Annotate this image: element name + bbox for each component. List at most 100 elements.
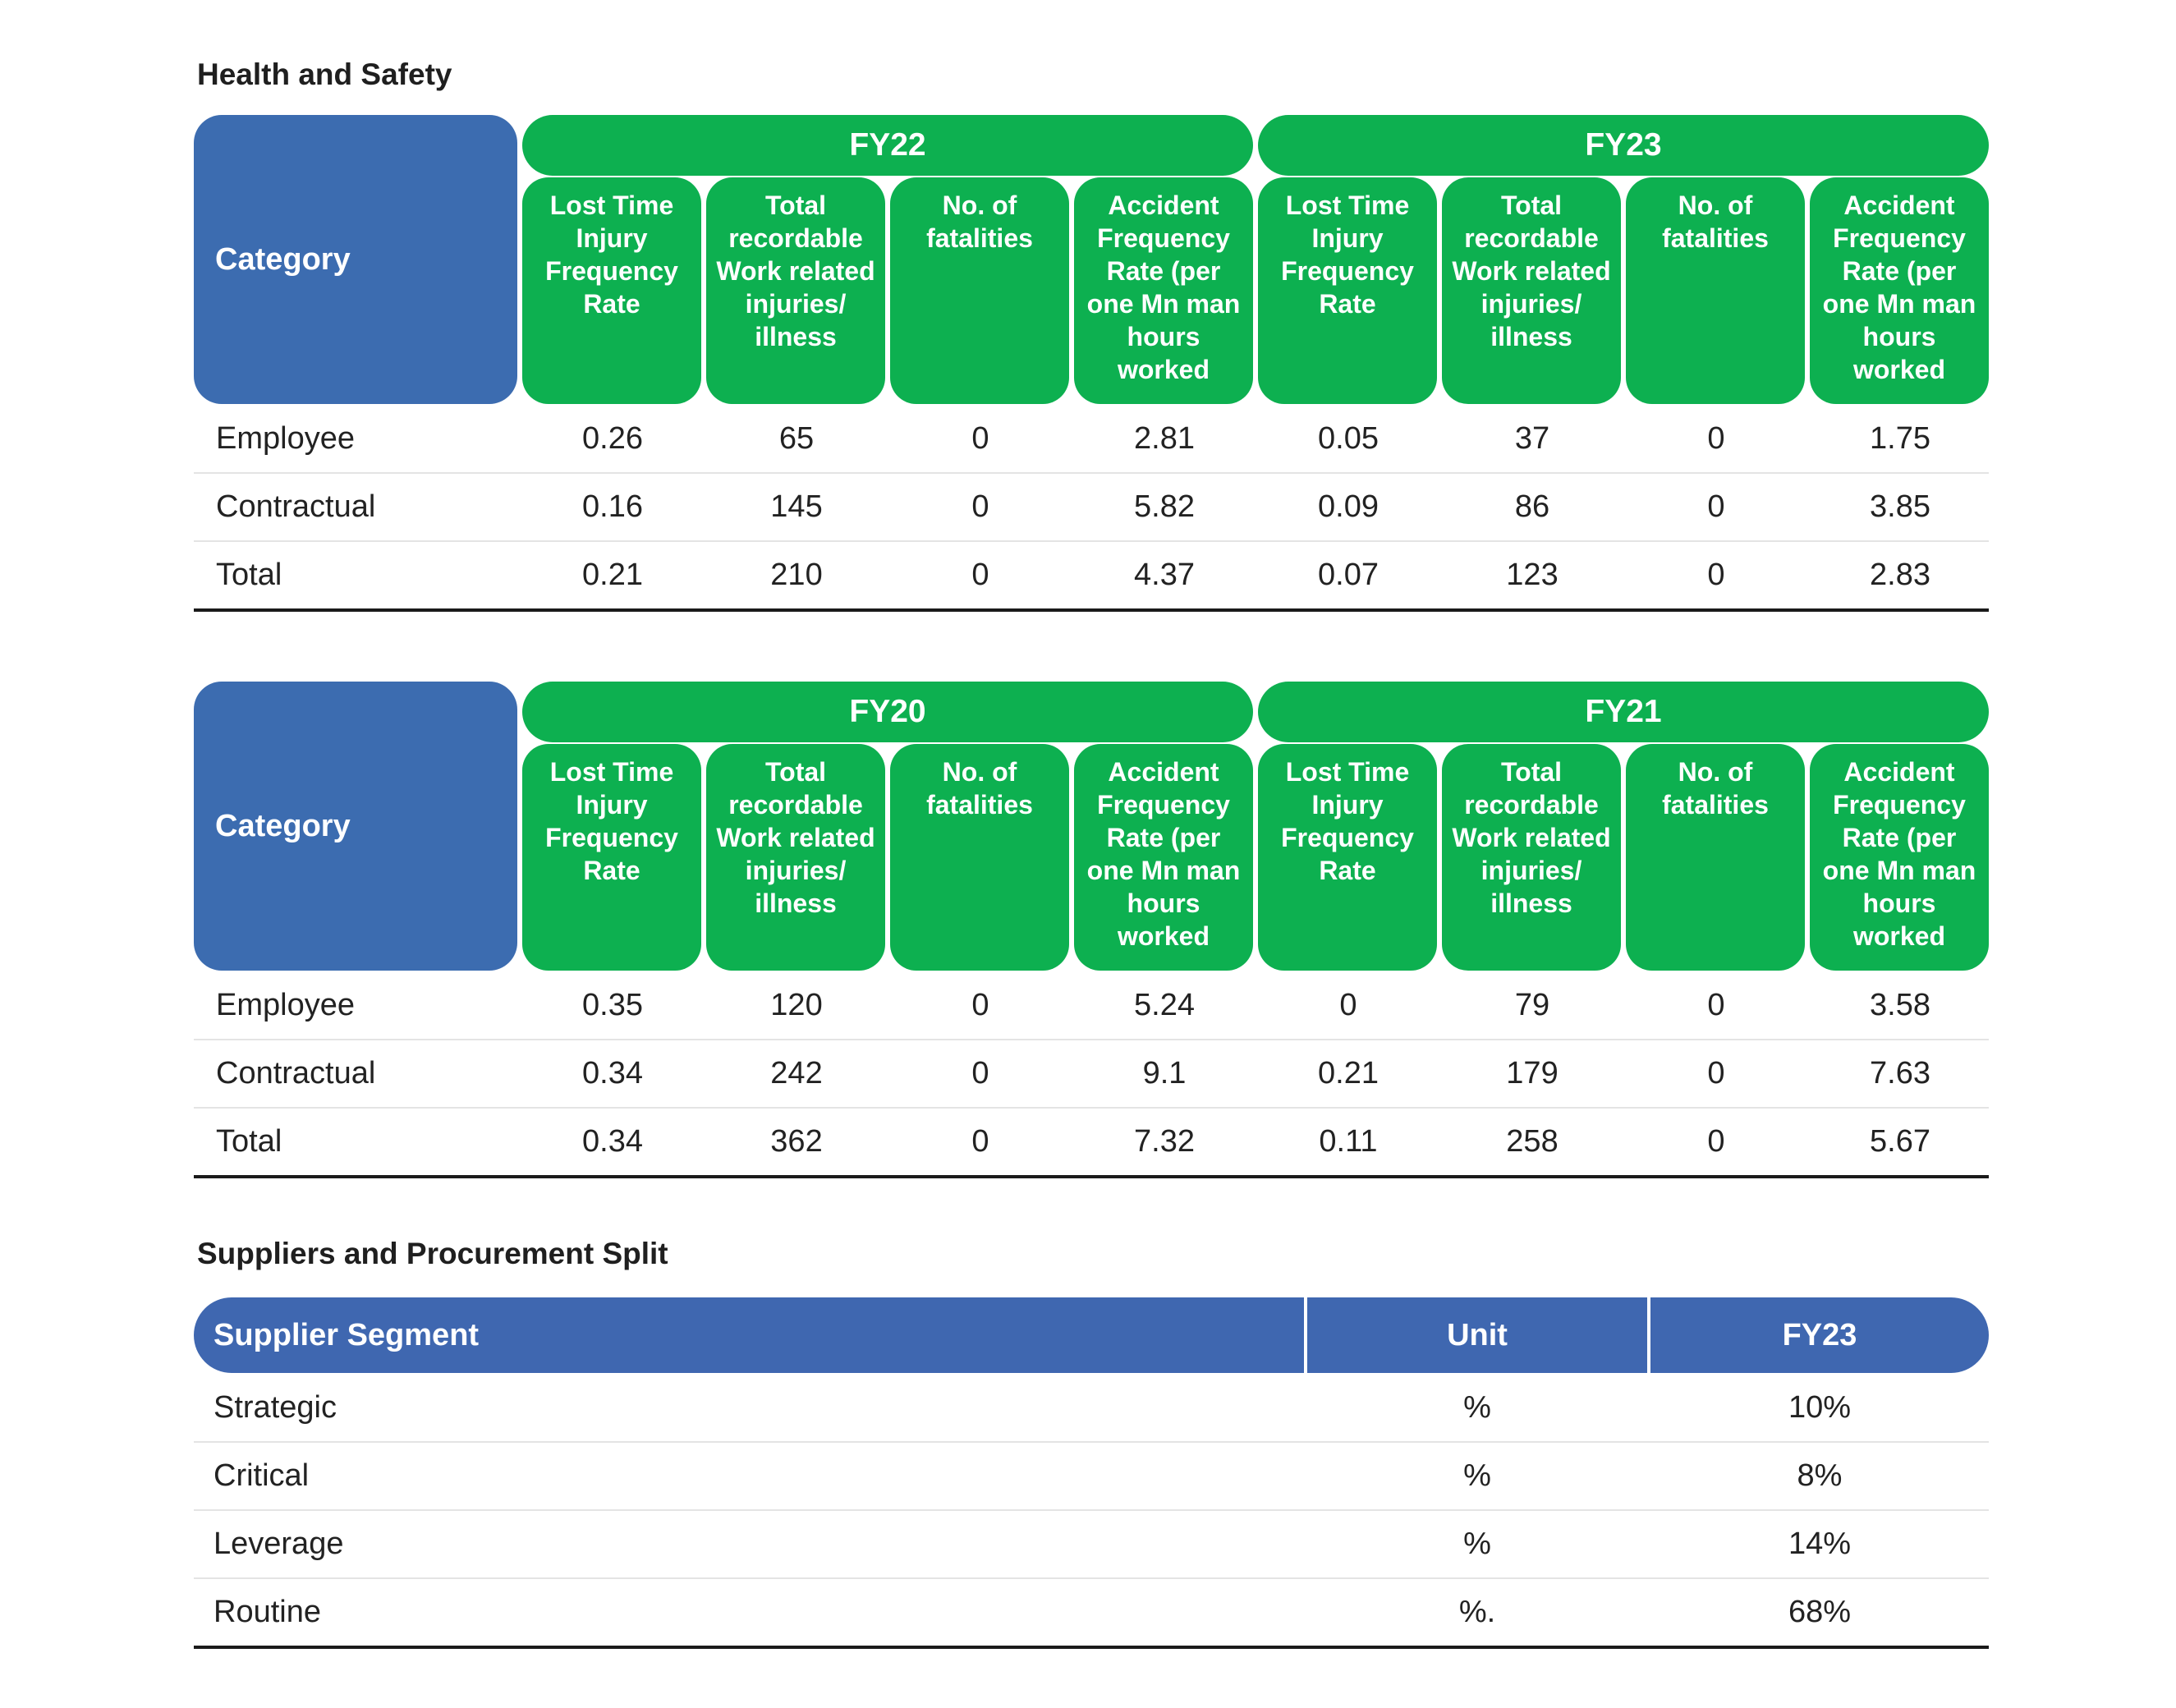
table-row: Contractual 0.34 242 0 9.1 0.21 179 0 7.… xyxy=(194,1040,1989,1109)
table-cell: 0 xyxy=(1339,988,1357,1022)
table-cell: 0 xyxy=(971,1124,989,1159)
hs-table-fy20-fy21: Category FY20 FY21 Lost Time Injury Freq… xyxy=(194,682,1989,1178)
table-cell: 145 xyxy=(770,489,823,524)
table-cell: 86 xyxy=(1514,489,1550,524)
table-cell: 0 xyxy=(971,489,989,524)
year-header-fy21: FY21 xyxy=(1258,682,1989,742)
col-header-fatalities: No. of fatalities xyxy=(1626,744,1805,971)
row-label: Total xyxy=(216,1124,282,1159)
table-cell: 0 xyxy=(971,988,989,1022)
table-cell: 0 xyxy=(1707,1056,1725,1090)
table-cell: 5.82 xyxy=(1134,489,1195,524)
row-label: Employee xyxy=(216,421,355,456)
header-divider xyxy=(1304,1297,1307,1373)
col-header-ltifr: Lost Time Injury Frequency Rate xyxy=(1258,177,1437,404)
table-cell: 179 xyxy=(1506,1056,1559,1090)
row-label: Employee xyxy=(216,988,355,1022)
table-cell: 0 xyxy=(971,421,989,456)
value-cell: 8% xyxy=(1797,1458,1843,1493)
table-row: Leverage % 14% xyxy=(194,1511,1989,1579)
table-cell: 65 xyxy=(778,421,815,456)
table-row: Employee 0.26 65 0 2.81 0.05 37 0 1.75 xyxy=(194,406,1989,474)
col-header-segment: Supplier Segment xyxy=(213,1317,480,1352)
col-header-fatalities: No. of fatalities xyxy=(890,744,1069,971)
table-cell: 0 xyxy=(1707,421,1725,456)
value-cell: 10% xyxy=(1788,1390,1852,1425)
col-header-trwi: Total recordable Work related injuries/ … xyxy=(1442,177,1621,404)
table-cell: 0.05 xyxy=(1318,421,1379,456)
table-cell: 0.11 xyxy=(1319,1124,1378,1159)
col-header-trwi: Total recordable Work related injuries/ … xyxy=(706,744,885,971)
table-cell: 79 xyxy=(1514,988,1550,1022)
col-header-afr: Accident Frequency Rate (per one Mn man … xyxy=(1810,177,1989,404)
unit-cell: %. xyxy=(1458,1595,1496,1629)
row-label: Contractual xyxy=(216,1056,376,1090)
table-cell: 2.83 xyxy=(1870,558,1930,592)
hs-table-fy22-fy23: Category FY22 FY23 Lost Time Injury Freq… xyxy=(194,115,1989,612)
col-header-afr: Accident Frequency Rate (per one Mn man … xyxy=(1810,744,1989,971)
table-cell: 0 xyxy=(971,1056,989,1090)
col-header-trwi: Total recordable Work related injuries/ … xyxy=(1442,744,1621,971)
year-header-fy20: FY20 xyxy=(522,682,1253,742)
col-header-afr: Accident Frequency Rate (per one Mn man … xyxy=(1074,177,1253,404)
table-cell: 0.16 xyxy=(582,489,643,524)
table-cell: 362 xyxy=(770,1124,823,1159)
value-cell: 68% xyxy=(1788,1595,1852,1629)
health-safety-title: Health and Safety xyxy=(197,57,452,91)
segment-cell: Strategic xyxy=(213,1390,337,1425)
table-cell: 0.35 xyxy=(582,988,643,1022)
col-header-trwi: Total recordable Work related injuries/ … xyxy=(706,177,885,404)
table-cell: 4.37 xyxy=(1134,558,1195,592)
table-row: Total 0.34 362 0 7.32 0.11 258 0 5.67 xyxy=(194,1109,1989,1178)
segment-cell: Routine xyxy=(213,1595,321,1629)
table-cell: 3.58 xyxy=(1870,988,1930,1022)
table-cell: 7.32 xyxy=(1134,1124,1195,1159)
row-label: Contractual xyxy=(216,489,376,524)
category-header: Category xyxy=(194,682,517,971)
table-cell: 120 xyxy=(770,988,823,1022)
table-cell: 0.34 xyxy=(582,1124,643,1159)
table-cell: 0.26 xyxy=(582,421,643,456)
unit-cell: % xyxy=(1463,1527,1491,1561)
segment-cell: Critical xyxy=(213,1458,310,1493)
row-label: Total xyxy=(216,558,282,592)
table-row: Routine %. 68% xyxy=(194,1579,1989,1649)
table-cell: 123 xyxy=(1506,558,1559,592)
unit-cell: % xyxy=(1463,1390,1491,1425)
col-header-fatalities: No. of fatalities xyxy=(1626,177,1805,404)
table-row: Contractual 0.16 145 0 5.82 0.09 86 0 3.… xyxy=(194,474,1989,542)
table-cell: 37 xyxy=(1514,421,1550,456)
table-cell: 2.81 xyxy=(1134,421,1195,456)
table-cell: 0 xyxy=(1707,988,1725,1022)
col-header-unit: Unit xyxy=(1447,1317,1508,1352)
table-cell: 0 xyxy=(1707,489,1725,524)
table-cell: 9.1 xyxy=(1142,1056,1187,1090)
table-cell: 242 xyxy=(770,1056,823,1090)
col-header-fatalities: No. of fatalities xyxy=(890,177,1069,404)
year-header-fy23: FY23 xyxy=(1258,115,1989,176)
table-cell: 0.07 xyxy=(1318,558,1379,592)
table-row: Employee 0.35 120 0 5.24 0 79 0 3.58 xyxy=(194,972,1989,1040)
table-cell: 5.67 xyxy=(1870,1124,1930,1159)
table-cell: 0.21 xyxy=(1318,1056,1379,1090)
suppliers-title: Suppliers and Procurement Split xyxy=(197,1237,668,1270)
table-cell: 1.75 xyxy=(1870,421,1930,456)
year-header-fy22: FY22 xyxy=(522,115,1253,176)
table-cell: 5.24 xyxy=(1134,988,1195,1022)
header-divider xyxy=(1647,1297,1650,1373)
table-cell: 210 xyxy=(770,558,823,592)
col-header-ltifr: Lost Time Injury Frequency Rate xyxy=(522,744,701,971)
category-header: Category xyxy=(194,115,517,404)
col-header-ltifr: Lost Time Injury Frequency Rate xyxy=(1258,744,1437,971)
table-cell: 0.09 xyxy=(1318,489,1379,524)
table-cell: 0 xyxy=(1707,558,1725,592)
unit-cell: % xyxy=(1463,1458,1491,1493)
table-row: Critical % 8% xyxy=(194,1443,1989,1511)
col-header-fy23: FY23 xyxy=(1782,1317,1857,1352)
col-header-afr: Accident Frequency Rate (per one Mn man … xyxy=(1074,744,1253,971)
table-cell: 3.85 xyxy=(1870,489,1930,524)
table-row: Total 0.21 210 0 4.37 0.07 123 0 2.83 xyxy=(194,542,1989,612)
table-cell: 0 xyxy=(971,558,989,592)
table-cell: 0 xyxy=(1707,1124,1725,1159)
table-cell: 0.34 xyxy=(582,1056,643,1090)
